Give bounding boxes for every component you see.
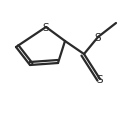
Text: S: S [97, 74, 103, 84]
Text: S: S [95, 33, 101, 43]
Text: S: S [43, 23, 49, 33]
